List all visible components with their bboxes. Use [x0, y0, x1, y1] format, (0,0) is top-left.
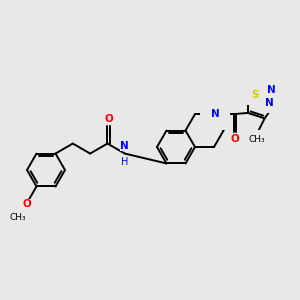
- Text: N: N: [211, 109, 219, 119]
- Text: CH₃: CH₃: [248, 135, 265, 144]
- Text: O: O: [104, 113, 113, 124]
- Text: N: N: [267, 85, 275, 95]
- Text: O: O: [22, 199, 31, 209]
- Text: CH₃: CH₃: [9, 213, 26, 222]
- Text: N: N: [265, 98, 274, 108]
- Text: S: S: [251, 90, 258, 100]
- Text: O: O: [231, 134, 239, 144]
- Text: N: N: [120, 140, 129, 151]
- Text: H: H: [121, 157, 128, 166]
